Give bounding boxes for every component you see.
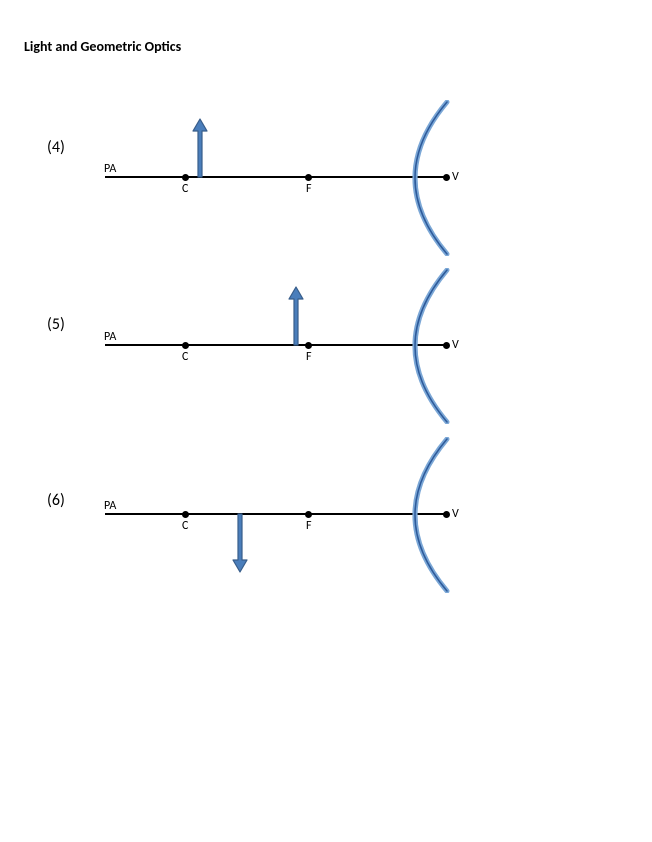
f-point (305, 511, 312, 518)
object-arrow (192, 117, 208, 184)
f-label: F (306, 519, 312, 533)
object-arrow (232, 512, 248, 579)
pa-label: PA (104, 499, 116, 513)
c-point (182, 174, 189, 181)
f-point (305, 174, 312, 181)
c-point (182, 342, 189, 349)
c-point (182, 511, 189, 518)
object-arrow (288, 285, 304, 352)
page-title: Light and Geometric Optics (24, 38, 181, 55)
f-label: F (306, 182, 312, 196)
c-label: C (182, 182, 188, 196)
pa-label: PA (104, 162, 116, 176)
f-label: F (306, 350, 312, 364)
concave-mirror (375, 100, 460, 261)
concave-mirror (375, 437, 460, 598)
diagram-4: PA C F V (0, 85, 652, 285)
diagram-6: PA C F V (0, 438, 652, 638)
pa-label: PA (104, 330, 116, 344)
page: Light and Geometric Optics (4) PA C F V … (0, 0, 652, 842)
c-label: C (182, 350, 188, 364)
f-point (305, 342, 312, 349)
diagram-5: PA C F V (0, 260, 652, 460)
concave-mirror (375, 268, 460, 429)
c-label: C (182, 519, 188, 533)
